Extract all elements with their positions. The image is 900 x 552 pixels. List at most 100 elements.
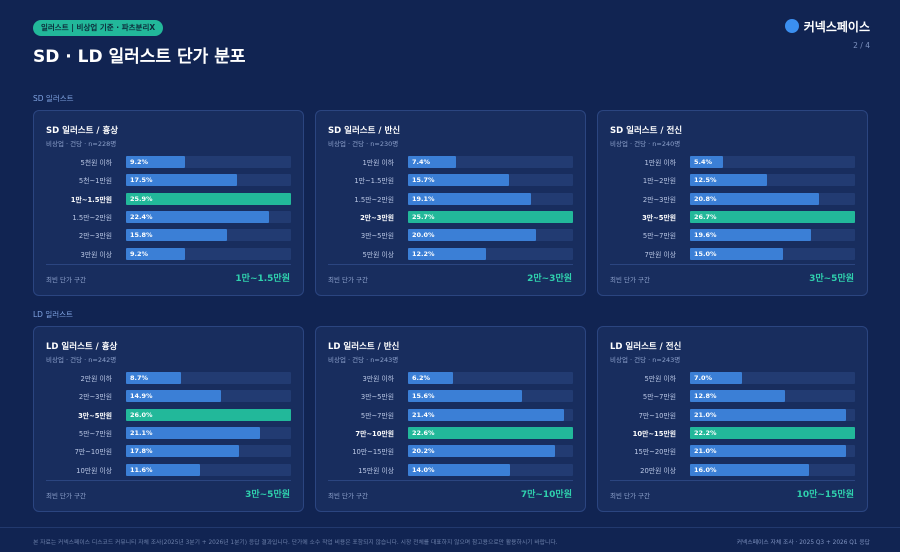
bar xyxy=(408,192,531,205)
chart-card: LD 일러스트 / 흉상 비상업 · 건당 · n=242명 2만원 이하 8.7% 2… xyxy=(33,326,304,512)
category-label: 3만~5만원 xyxy=(642,213,676,222)
bar xyxy=(126,229,227,242)
bar xyxy=(408,408,565,421)
value-label: 22.6% xyxy=(412,428,435,437)
value-label: 9.2% xyxy=(130,249,149,258)
category-label: 7만~10만원 xyxy=(355,429,394,438)
card-divider xyxy=(46,480,291,481)
value-label: 12.8% xyxy=(694,392,717,401)
bar xyxy=(690,247,783,260)
chart-title: LD 일러스트 / 반신 xyxy=(328,342,400,352)
bar xyxy=(408,463,511,476)
chart-title: SD 일러스트 / 전신 xyxy=(610,126,683,136)
card-divider xyxy=(610,480,855,481)
value-label: 19.6% xyxy=(694,231,717,240)
mode-label: 최빈 단가 구간 xyxy=(610,276,651,284)
bar xyxy=(690,192,819,205)
chart-card: SD 일러스트 / 반신 비상업 · 건당 · n=230명 1만원 이하 7.4% 1… xyxy=(315,110,586,296)
chart-subtitle: 비상업 · 건당 · n=228명 xyxy=(46,140,117,148)
chart-title: LD 일러스트 / 전신 xyxy=(610,342,682,352)
category-label: 15만~20만원 xyxy=(634,448,676,457)
value-label: 9.2% xyxy=(130,158,149,166)
mode-value: 3만~5만원 xyxy=(809,274,854,284)
value-label: 21.0% xyxy=(694,447,717,456)
bar xyxy=(126,463,200,476)
footer-source: 커넥스페이스 자체 조사 · 2025 Q3 + 2026 Q1 응답 xyxy=(736,540,870,546)
bar xyxy=(690,156,724,168)
category-label: 15만원 이상 xyxy=(358,466,394,475)
category-label: 10만~15만원 xyxy=(632,429,676,438)
bar xyxy=(126,426,260,439)
mode-value: 2만~3만원 xyxy=(527,274,572,284)
chart-title: SD 일러스트 / 반신 xyxy=(328,126,401,136)
logo: 커넥스페이스 xyxy=(785,18,870,35)
value-label: 16.0% xyxy=(694,465,717,474)
bar xyxy=(126,210,269,223)
category-label: 3만원 이상 xyxy=(80,250,113,259)
category-label: 2만~3만원 xyxy=(78,232,112,241)
category-label: 3만~5만원 xyxy=(360,393,394,402)
mode-label: 최빈 단가 구간 xyxy=(46,492,87,500)
bar xyxy=(126,408,291,421)
category-label: 3만원 이하 xyxy=(362,375,395,383)
value-label: 20.2% xyxy=(412,447,435,456)
bar xyxy=(690,463,809,476)
bar xyxy=(690,426,855,439)
mode-label: 최빈 단가 구간 xyxy=(46,276,87,284)
value-label: 15.7% xyxy=(412,176,435,185)
bar xyxy=(408,247,487,260)
footer-divider xyxy=(0,527,900,528)
value-label: 17.8% xyxy=(130,447,153,456)
chart-subtitle: 비상업 · 건당 · n=230명 xyxy=(328,140,399,148)
bar xyxy=(126,192,291,205)
category-label: 3만~5만원 xyxy=(360,232,394,241)
mode-label: 최빈 단가 구간 xyxy=(328,492,369,500)
card-divider xyxy=(46,264,291,265)
bar xyxy=(690,390,786,403)
mode-label: 최빈 단가 구간 xyxy=(328,276,369,284)
value-label: 15.6% xyxy=(412,392,435,401)
value-label: 19.1% xyxy=(412,194,435,203)
chart-card: SD 일러스트 / 흉상 비상업 · 건당 · n=228명 5천원 이하 9.2% 5… xyxy=(33,110,304,296)
category-label: 2만~3만원 xyxy=(78,393,112,402)
value-label: 7.0% xyxy=(694,374,713,382)
value-label: 22.2% xyxy=(694,428,717,437)
value-label: 12.2% xyxy=(412,249,435,258)
category-label: 5만원 이하 xyxy=(644,375,677,383)
category-label: 1.5만~2만원 xyxy=(354,195,394,204)
category-label: 10만원 이상 xyxy=(76,466,112,475)
bar xyxy=(690,210,855,223)
value-label: 26.7% xyxy=(694,212,717,221)
category-label: 3만~5만원 xyxy=(78,411,112,420)
category-label: 5천원 이하 xyxy=(80,159,113,167)
value-label: 14.0% xyxy=(412,465,435,474)
bar xyxy=(408,174,509,187)
category-label: 7만~10만원 xyxy=(74,448,112,457)
bar xyxy=(408,156,456,168)
value-label: 11.6% xyxy=(130,465,153,474)
bar xyxy=(408,229,537,242)
category-label: 7만원 이상 xyxy=(644,250,677,259)
mode-label: 최빈 단가 구간 xyxy=(610,492,651,500)
chart-card: LD 일러스트 / 반신 비상업 · 건당 · n=243명 3만원 이하 6.2% 3… xyxy=(315,326,586,512)
value-label: 20.8% xyxy=(694,194,717,203)
chart-subtitle: 비상업 · 건당 · n=242명 xyxy=(46,356,117,364)
bar xyxy=(126,247,185,260)
category-label: 1만~1.5만원 xyxy=(70,195,112,204)
value-label: 7.4% xyxy=(412,158,431,166)
card-divider xyxy=(610,264,855,265)
value-label: 21.4% xyxy=(412,410,435,419)
mode-value: 7만~10만원 xyxy=(520,490,572,500)
value-label: 20.0% xyxy=(412,231,435,240)
bar xyxy=(126,156,185,168)
bar xyxy=(690,408,847,421)
value-label: 21.0% xyxy=(694,410,717,419)
chart-card: SD 일러스트 / 전신 비상업 · 건당 · n=240명 1만원 이하 5.4% 1… xyxy=(597,110,868,296)
category-label: 1만~2만원 xyxy=(642,177,676,186)
value-label: 15.8% xyxy=(130,231,153,240)
page-title: SD · LD 일러스트 단가 분포 xyxy=(33,47,246,67)
chart-subtitle: 비상업 · 건당 · n=243명 xyxy=(328,356,399,364)
value-label: 17.5% xyxy=(130,176,153,185)
value-label: 15.0% xyxy=(694,249,717,258)
